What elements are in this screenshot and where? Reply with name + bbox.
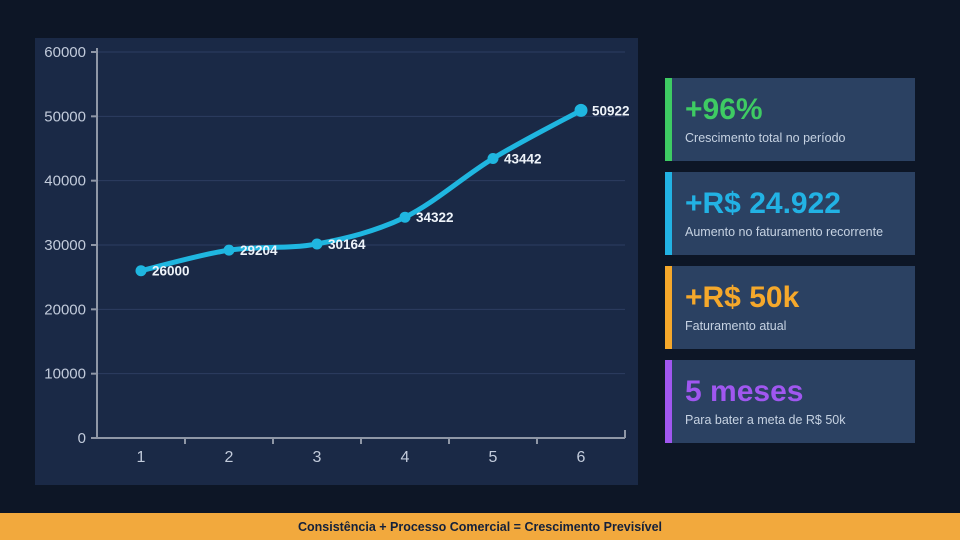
svg-text:43442: 43442 (504, 152, 542, 167)
stat-card-months-to-goal: 5 meses Para bater a meta de R$ 50k (665, 360, 915, 443)
stat-card-growth: +96% Crescimento total no período (665, 78, 915, 161)
stat-value: 5 meses (685, 375, 804, 409)
stat-label: Faturamento atual (685, 318, 787, 333)
stat-label: Para bater a meta de R$ 50k (685, 412, 846, 427)
stat-value: +R$ 50k (685, 281, 800, 315)
svg-text:40000: 40000 (44, 173, 86, 190)
stat-card-current-revenue: +R$ 50k Faturamento atual (665, 266, 915, 349)
svg-text:2: 2 (225, 449, 234, 466)
line-chart: 0 10000 20000 30000 40000 50000 60000 1 2 3 4 5 6 260… (44, 44, 630, 466)
svg-text:60000: 60000 (44, 44, 86, 61)
svg-text:3: 3 (313, 449, 322, 466)
svg-text:29204: 29204 (240, 243, 278, 258)
svg-text:30000: 30000 (44, 237, 86, 254)
svg-text:50000: 50000 (44, 108, 86, 125)
svg-text:5: 5 (489, 449, 498, 466)
svg-text:30164: 30164 (328, 237, 366, 252)
chart-panel: 0 10000 20000 30000 40000 50000 60000 1 2 3 4 5 6 260… (35, 38, 638, 485)
stat-label: Aumento no faturamento recorrente (685, 224, 884, 239)
svg-text:10000: 10000 (44, 366, 86, 383)
svg-text:0: 0 (78, 430, 86, 447)
footer-banner: Consistência + Processo Comercial = Cres… (0, 513, 960, 540)
svg-text:4: 4 (401, 449, 410, 466)
stat-card-revenue-increase: +R$ 24.922 Aumento no faturamento recorr… (665, 172, 915, 255)
svg-text:6: 6 (577, 449, 586, 466)
stat-value: +96% (685, 93, 763, 127)
svg-text:34322: 34322 (416, 210, 454, 225)
svg-text:26000: 26000 (152, 264, 190, 279)
stat-cards: +96% Crescimento total no período +R$ 24… (665, 78, 915, 443)
svg-text:50922: 50922 (592, 103, 630, 118)
footer-text: Consistência + Processo Comercial = Cres… (297, 519, 663, 534)
svg-text:1: 1 (137, 449, 146, 466)
stat-value: +R$ 24.922 (685, 187, 841, 221)
svg-text:20000: 20000 (44, 301, 86, 318)
stat-label: Crescimento total no período (685, 130, 846, 145)
